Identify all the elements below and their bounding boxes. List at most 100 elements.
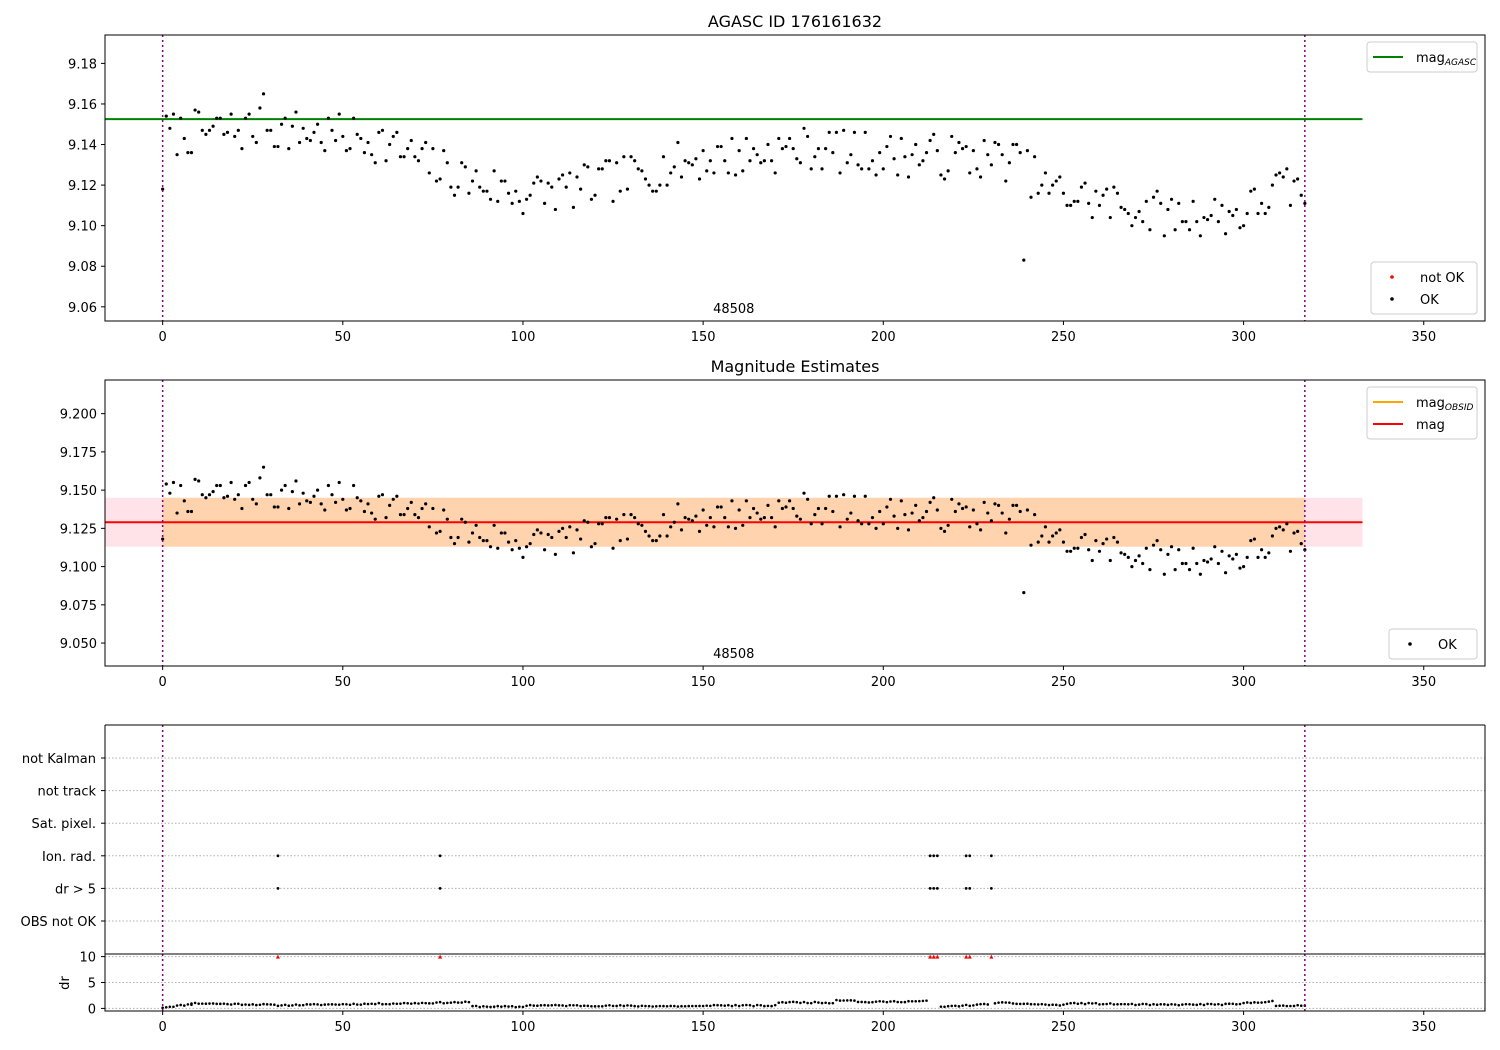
estimates-point — [784, 505, 788, 509]
dr-point — [431, 1002, 435, 1005]
agasc-point — [910, 153, 914, 157]
agasc-point — [831, 151, 835, 155]
agasc-point — [456, 185, 460, 189]
dr-point — [993, 1002, 997, 1005]
estimates-point — [986, 511, 990, 515]
agasc-ytick-label: 9.14 — [68, 139, 97, 154]
dr-point — [611, 1004, 615, 1008]
agasc-point — [935, 149, 939, 153]
agasc-point — [319, 140, 323, 145]
estimates-point — [669, 525, 673, 529]
estimates-point — [1094, 538, 1098, 543]
estimates-point — [229, 480, 233, 485]
agasc-point — [528, 193, 532, 197]
dr-point — [348, 1003, 352, 1007]
dr-point — [680, 1004, 683, 1008]
dr-point — [312, 1002, 316, 1006]
agasc-point — [1004, 179, 1008, 183]
dr-point — [514, 1005, 518, 1009]
estimates-point — [892, 514, 896, 518]
estimates-point — [402, 512, 406, 517]
estimates-point — [240, 506, 244, 511]
agasc-point — [182, 136, 186, 141]
estimates-point — [996, 503, 1001, 508]
dr-point — [1155, 1003, 1159, 1006]
estimates-point — [1187, 568, 1192, 572]
dr-point — [255, 1003, 258, 1007]
agasc-point — [312, 130, 316, 134]
estimates-point — [514, 538, 518, 543]
dr-point — [186, 1003, 190, 1006]
dr-point — [694, 1004, 698, 1008]
dr-point — [748, 1003, 752, 1007]
agasc-point — [243, 116, 248, 120]
estimates-point — [968, 525, 972, 529]
agasc-point — [1144, 199, 1148, 203]
dr-point — [1126, 1002, 1130, 1006]
estimates-point — [1151, 543, 1156, 547]
estimates-point — [831, 509, 835, 514]
agasc-point — [373, 161, 377, 165]
estimates-point — [283, 483, 287, 488]
dr-point — [972, 1004, 975, 1007]
agasc-point — [759, 161, 763, 165]
agasc-point — [442, 149, 446, 153]
flag-point — [964, 887, 968, 890]
dr-point — [219, 1002, 222, 1006]
dr-point — [568, 1003, 572, 1007]
dr-xtick-label: 50 — [335, 1020, 352, 1035]
agasc-point — [236, 128, 240, 132]
estimates-point — [1025, 508, 1030, 512]
agasc-point — [1061, 191, 1066, 195]
estimates-point — [315, 488, 320, 492]
estimates-point — [773, 525, 777, 529]
agasc-point — [860, 167, 864, 171]
agasc-point — [218, 116, 222, 120]
dr-point — [561, 1004, 564, 1007]
agasc-point — [1000, 153, 1004, 157]
agasc-point — [787, 136, 792, 141]
dr-point — [161, 1006, 164, 1010]
dr-clipped-marker — [928, 954, 933, 959]
estimates-frame — [104, 379, 1486, 667]
estimates-point — [989, 519, 993, 523]
dr-point — [626, 1004, 629, 1007]
dr-point — [179, 1003, 182, 1007]
agasc-point — [1252, 187, 1256, 191]
agasc-point — [766, 142, 770, 147]
estimates-point — [197, 479, 201, 483]
estimates-point — [352, 483, 356, 488]
agasc-point — [939, 173, 943, 177]
dr-point — [460, 1001, 464, 1004]
agasc-point — [1079, 185, 1084, 189]
dr-point — [709, 1004, 712, 1008]
estimates-point — [312, 494, 316, 498]
dr-point — [734, 1003, 737, 1007]
estimates-point — [470, 531, 475, 535]
estimates-point — [1195, 561, 1199, 566]
estimates-point — [488, 545, 493, 549]
dr-point — [550, 1004, 554, 1007]
agasc-point — [269, 128, 273, 132]
agasc-ytick-label: 9.18 — [68, 57, 97, 72]
agasc-point — [968, 171, 972, 175]
agasc-point — [1220, 203, 1224, 207]
estimates-point — [874, 526, 878, 530]
estimates-point — [265, 493, 269, 497]
estimates-point — [1130, 564, 1134, 569]
dr-point — [629, 1004, 633, 1007]
estimates-point — [1198, 572, 1202, 576]
dr-point — [1000, 1001, 1004, 1004]
agasc-point — [679, 175, 684, 179]
agasc-point — [730, 136, 734, 141]
agasc-point — [467, 191, 471, 195]
dr-point — [1163, 1003, 1166, 1006]
dr-point — [954, 1004, 957, 1008]
dr-clipped-marker — [931, 954, 936, 959]
dr-xtick-label: 100 — [511, 1020, 536, 1035]
estimates-point — [528, 542, 532, 546]
dr-point — [636, 1005, 640, 1008]
estimates-point — [1263, 555, 1267, 560]
dr-point — [975, 1003, 979, 1006]
dr-point — [1072, 1001, 1076, 1005]
